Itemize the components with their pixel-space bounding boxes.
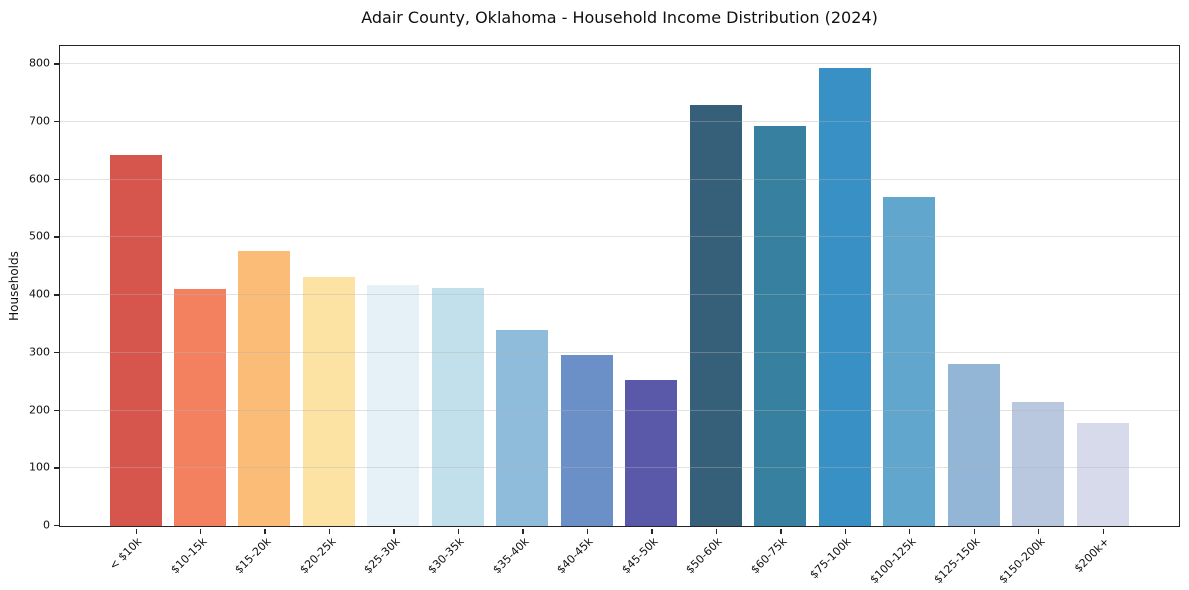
x-tick-mark [844,529,847,534]
y-tick-mark [53,294,59,296]
y-tick-mark [53,467,59,469]
x-tick-label: $35-40k [490,535,532,577]
x-tick-label: $150-200k [996,535,1048,587]
x-tick-label: $10-15k [167,535,210,577]
x-tick-mark [651,529,653,534]
x-tick-label: $20-25k [296,535,339,577]
x-tick-label: $30-35k [425,535,468,577]
x-tick-mark [909,529,911,534]
x-tick-label: $125-150k [931,535,983,587]
y-tick-label: 700 [29,114,50,128]
y-tick-label: 0 [43,518,50,532]
y-tick-label: 300 [29,345,50,359]
gridline [60,121,1179,123]
bar-$15-20k [238,251,291,526]
x-tick-mark [715,529,718,534]
bar-$40-45k [560,354,613,526]
gridline [60,236,1179,238]
y-tick-label: 200 [29,403,50,417]
bar-$50-60k [689,104,742,526]
y-tick-label: 600 [29,172,50,186]
x-tick-mark [586,529,589,534]
x-tick-label: $25-30k [361,535,403,577]
y-axis-label: Households [7,251,21,321]
x-tick-mark [135,529,137,534]
y-tick-mark [53,121,59,123]
bar-$25-30k [367,284,420,526]
x-tick-label: < $10k [107,535,145,573]
plot-area: 0 100 200 300 400 500 600 700 800 < $10k $10-15k $… [29,45,1180,586]
x-tick-mark [973,529,975,534]
y-tick-label: 800 [29,56,50,70]
x-tick-label: $100-125k [867,535,919,587]
x-tick-mark [1102,529,1104,534]
bar-$30-35k [431,287,484,526]
y-tick-mark [53,63,59,65]
x-tick-label: $200k+ [1071,535,1112,576]
y-tick-mark [53,351,59,354]
x-tick-mark [199,529,202,534]
y-tick-mark [53,236,59,238]
y-tick-mark [53,178,59,181]
x-tick-label: $40-45k [554,535,596,577]
x-tick-mark [780,529,782,534]
gridline [60,63,1179,65]
bar-$150-200k [1012,401,1065,526]
x-tick-label: $45-50k [619,535,661,577]
y-tick-mark [53,409,59,411]
bar-$60-75k [754,126,807,526]
gridline [60,294,1179,296]
bar-$10-15k [173,289,226,526]
y-tick-label: 500 [29,229,50,243]
bar-< $10k [109,154,162,526]
bar-$200k+ [1076,423,1129,526]
y-tick-mark [53,525,59,527]
bar-$35-40k [496,330,549,526]
y-tick-label: 100 [29,460,50,474]
bar-$45-50k [625,380,678,526]
gridline [60,178,1179,180]
x-tick-label: $60-75k [748,535,790,577]
x-tick-mark [393,529,395,534]
x-tick-label: $15-20k [232,535,274,577]
x-tick-label: $50-60k [683,535,725,577]
x-tick-mark [1038,529,1040,534]
x-tick-mark [264,529,266,534]
bar-$100-125k [883,197,936,526]
y-tick-label: 400 [29,287,50,301]
bar-$125-150k [947,364,1000,526]
bar-$20-25k [302,277,355,526]
x-tick-mark [328,529,331,534]
bar-$75-100k [818,67,871,526]
chart-title: Adair County, Oklahoma - Household Incom… [361,8,878,27]
x-tick-mark [457,529,460,534]
x-tick-label: $75-100k [807,535,854,582]
gridline [60,351,1179,353]
x-tick-mark [522,529,524,534]
